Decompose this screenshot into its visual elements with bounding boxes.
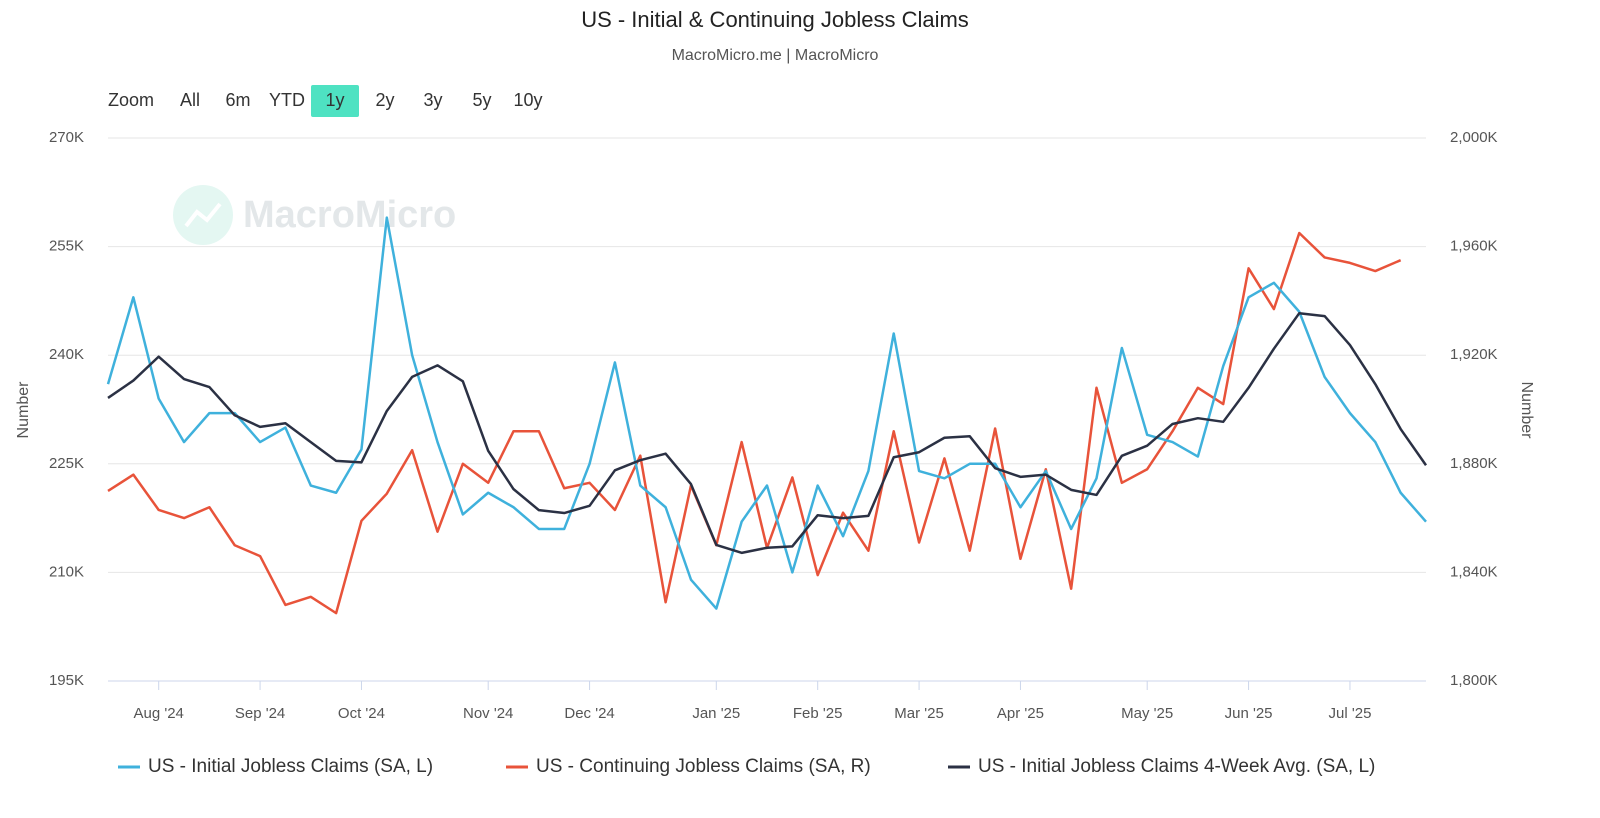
y2-tick-label: 1,840K	[1450, 563, 1498, 580]
x-tick-label: Mar '25	[894, 705, 944, 722]
y2-tick-label: 2,000K	[1450, 129, 1498, 146]
y2-tick-label: 1,880K	[1450, 455, 1498, 472]
y-tick-label: 210K	[49, 563, 84, 580]
range-button[interactable]: 3y	[423, 90, 442, 110]
series-line	[107, 311, 1428, 555]
x-tick-label: Sep '24	[235, 705, 285, 722]
x-tick-label: Jul '25	[1329, 705, 1372, 722]
legend-item[interactable]: US - Initial Jobless Claims (SA, L)	[118, 756, 433, 777]
x-tick-label: Jan '25	[692, 705, 740, 722]
range-button-label[interactable]: 2y	[375, 90, 394, 110]
range-button-label[interactable]: 6m	[225, 90, 250, 110]
range-button-label[interactable]: 10y	[513, 90, 542, 110]
range-button-active-bg	[311, 85, 359, 117]
legend-label[interactable]: US - Initial Jobless Claims 4-Week Avg. …	[978, 756, 1375, 777]
chart-title: US - Initial & Continuing Jobless Claims	[581, 7, 969, 32]
y-tick-label: 240K	[49, 346, 84, 363]
range-button[interactable]: 6m	[225, 90, 250, 110]
x-tick-label: Jun '25	[1225, 705, 1273, 722]
y-tick-label: 270K	[49, 129, 84, 146]
watermark-text: MacroMicro	[243, 194, 456, 236]
watermark-icon-line	[184, 202, 222, 228]
range-button[interactable]: 5y	[472, 90, 491, 110]
legend-item[interactable]: US - Initial Jobless Claims 4-Week Avg. …	[948, 756, 1375, 777]
watermark: MacroMicro	[173, 185, 456, 245]
x-tick-label: Feb '25	[793, 705, 843, 722]
range-button[interactable]: All	[180, 90, 200, 110]
range-button-label[interactable]: All	[180, 90, 200, 110]
y-tick-label: 255K	[49, 238, 84, 255]
range-button-label[interactable]: YTD	[269, 90, 305, 110]
series-line	[107, 231, 1402, 615]
x-tick-label: Aug '24	[133, 705, 183, 722]
legend-item[interactable]: US - Continuing Jobless Claims (SA, R)	[506, 756, 871, 777]
range-button[interactable]: 2y	[375, 90, 394, 110]
y-tick-label: 225K	[49, 455, 84, 472]
zoom-label: Zoom	[108, 90, 154, 110]
range-button-label[interactable]: 1y	[325, 90, 344, 110]
legend-label[interactable]: US - Initial Jobless Claims (SA, L)	[148, 756, 433, 777]
series-line	[106, 216, 1427, 610]
y2-axis-title: Number	[1518, 382, 1535, 440]
chart-subtitle: MacroMicro.me | MacroMicro	[672, 47, 879, 64]
y2-tick-label: 1,920K	[1450, 346, 1498, 363]
range-button[interactable]: 1y	[311, 85, 359, 117]
x-tick-label: Nov '24	[463, 705, 513, 722]
range-button-label[interactable]: 3y	[423, 90, 442, 110]
x-tick-label: Dec '24	[564, 705, 614, 722]
range-button-label[interactable]: 5y	[472, 90, 491, 110]
x-tick-label: Apr '25	[997, 705, 1044, 722]
y2-tick-label: 1,800K	[1450, 672, 1498, 689]
y-axis-title: Number	[15, 381, 32, 439]
y-tick-label: 195K	[49, 672, 84, 689]
y2-tick-label: 1,960K	[1450, 238, 1498, 255]
range-button[interactable]: 10y	[513, 90, 542, 110]
legend-label[interactable]: US - Continuing Jobless Claims (SA, R)	[536, 756, 871, 777]
x-tick-label: May '25	[1121, 705, 1173, 722]
x-tick-label: Oct '24	[338, 705, 385, 722]
range-button[interactable]: YTD	[269, 90, 305, 110]
